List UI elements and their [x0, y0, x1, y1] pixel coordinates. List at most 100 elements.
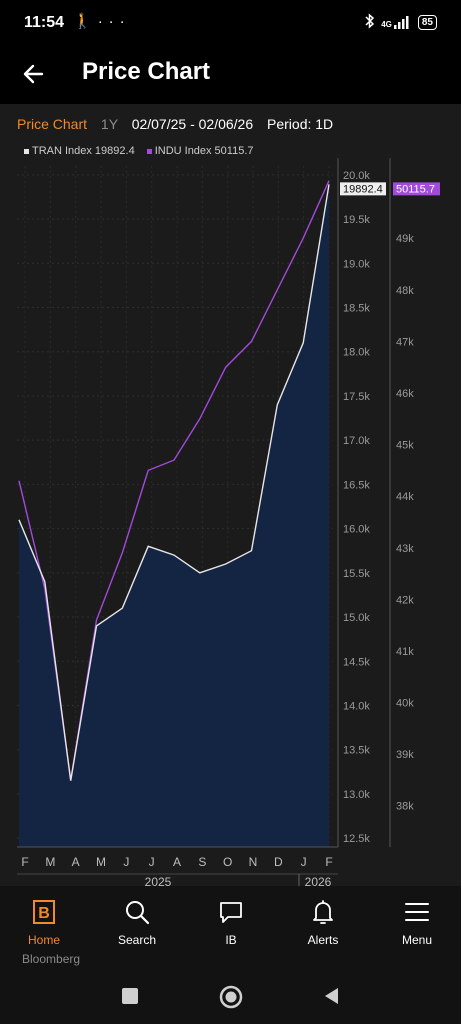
- tab-ib-label: IB: [225, 933, 237, 947]
- right-axis-tick: 43k: [396, 543, 414, 555]
- x-axis-month-label: D: [274, 855, 283, 869]
- x-axis-month-label: J: [123, 855, 129, 869]
- right-axis-tick: 38k: [396, 801, 414, 813]
- network-label: 4G: [381, 20, 392, 29]
- legend-tran: TRAN Index 19892.4: [24, 145, 135, 157]
- tab-home-label: Home: [27, 933, 60, 947]
- range-selector[interactable]: 1Y: [100, 116, 118, 132]
- left-axis-tick: 18.5k: [343, 303, 370, 315]
- right-axis-tick: 42k: [396, 594, 414, 606]
- price-chart-plot[interactable]: 20.0k 19.5k 19.0k 18.5k 18.0k 17.5k 17.0k 16.5k…: [0, 104, 461, 886]
- bloomberg-b-icon: B: [33, 900, 55, 924]
- status-bar: 11:54 🚶··· 4G 85: [0, 0, 461, 44]
- x-axis-month-label: O: [223, 855, 232, 869]
- back-button[interactable]: [16, 56, 52, 92]
- x-axis-month-label: S: [198, 855, 206, 869]
- legend-indu: INDU Index 50115.7: [146, 145, 254, 157]
- back-nav-button[interactable]: [320, 984, 344, 1008]
- chart-panel[interactable]: Price Chart 1Y 02/07/25 - 02/06/26 Perio…: [0, 104, 461, 886]
- right-axis-tick: 46k: [396, 388, 414, 400]
- recents-square-icon: [122, 988, 138, 1004]
- left-axis-tick: 16.0k: [343, 524, 370, 536]
- signal-4g-icon: 4G: [381, 15, 412, 29]
- left-axis-tick: 14.5k: [343, 656, 370, 668]
- back-arrow-icon: [23, 64, 44, 84]
- right-axis-tick: 39k: [396, 749, 414, 761]
- home-nav-button[interactable]: [218, 984, 243, 1009]
- right-axis-tick: 40k: [396, 698, 414, 710]
- left-axis-tick: 17.0k: [343, 435, 370, 447]
- left-axis-tick: 15.5k: [343, 568, 370, 580]
- right-axis-tick: 45k: [396, 440, 414, 452]
- chart-header-title[interactable]: Price Chart: [17, 116, 88, 132]
- x-axis-month-label: A: [72, 855, 80, 869]
- x-axis-month-label: M: [45, 855, 55, 869]
- left-axis-tick: 13.5k: [343, 745, 370, 757]
- more-dots-icon: ···: [97, 13, 131, 30]
- tran-line: [18, 184, 330, 781]
- left-axis-tick: 14.0k: [343, 700, 370, 712]
- legend-indu-name: INDU Index: [154, 145, 212, 157]
- tab-menu[interactable]: Menu: [377, 898, 457, 947]
- brand-label: Bloomberg: [22, 952, 81, 966]
- left-axis-tick: 20.0k: [343, 170, 370, 182]
- left-axis-tick: 19.5k: [343, 214, 370, 226]
- tab-search[interactable]: Search: [97, 898, 177, 947]
- left-axis-tick: 13.0k: [343, 789, 370, 801]
- tab-search-label: Search: [117, 933, 157, 947]
- bell-icon: [313, 900, 333, 924]
- tab-alerts[interactable]: Alerts: [283, 898, 363, 947]
- bluetooth-icon: [365, 12, 375, 32]
- x-axis-month-label: J: [149, 855, 155, 869]
- chat-icon: [220, 902, 242, 923]
- right-axis-tick: 48k: [396, 285, 414, 297]
- right-axis-tick: 49k: [396, 233, 414, 245]
- home-circle-icon: [219, 985, 243, 1009]
- menu-icon: [405, 903, 429, 921]
- walking-icon: 🚶: [73, 13, 98, 30]
- tab-alerts-label: Alerts: [307, 933, 339, 947]
- page-title: Price Chart: [82, 58, 211, 85]
- x-axis-month-label: A: [173, 855, 181, 869]
- left-axis-tick: 16.5k: [343, 479, 370, 491]
- chart-legend: TRAN Index 19892.4 INDU Index 50115.7: [24, 145, 254, 157]
- tran-last-value-badge: [340, 182, 386, 196]
- tran-area: [19, 184, 329, 847]
- tab-ib[interactable]: IB: [191, 898, 271, 947]
- x-axis-month-label: J: [301, 855, 307, 869]
- status-time: 11:54: [24, 14, 65, 31]
- legend-indu-value: 50115.7: [214, 145, 254, 157]
- indu-last-value-badge: [393, 182, 440, 196]
- recents-button[interactable]: [118, 984, 142, 1008]
- chart-header: Price Chart 1Y 02/07/25 - 02/06/26 Perio…: [17, 116, 333, 132]
- tab-bar: B Home Search IB Alerts: [0, 886, 461, 966]
- tab-home[interactable]: B Home: [4, 898, 84, 947]
- battery-indicator: 85: [417, 14, 437, 30]
- system-nav-bar: [0, 966, 461, 1024]
- legend-tran-value: 19892.4: [94, 145, 135, 157]
- app-bar: Price Chart: [0, 44, 461, 104]
- status-right: 4G 85: [365, 12, 437, 32]
- date-range[interactable]: 02/07/25 - 02/06/26: [131, 116, 254, 132]
- x-axis-month-label: F: [21, 855, 28, 869]
- period-selector[interactable]: Period: 1D: [267, 116, 334, 132]
- left-axis-tick: 15.0k: [343, 612, 370, 624]
- year-label-2025: 2025: [145, 875, 172, 886]
- x-axis-month-label: M: [96, 855, 106, 869]
- left-axis-tick: 18.0k: [343, 347, 370, 359]
- x-axis-month-label: N: [249, 855, 258, 869]
- year-label-2026: 2026: [305, 875, 332, 886]
- left-axis-tick: 12.5k: [343, 833, 370, 845]
- status-left-icons: 🚶···: [73, 12, 131, 30]
- left-axis-tick: 17.5k: [343, 391, 370, 403]
- back-triangle-icon: [325, 988, 338, 1004]
- search-icon: [126, 901, 150, 925]
- indu-last-value: 50115.7: [396, 183, 435, 195]
- left-axis-tick: 19.0k: [343, 258, 370, 270]
- tab-menu-label: Menu: [401, 933, 433, 947]
- right-axis-tick: 44k: [396, 491, 414, 503]
- legend-tran-name: TRAN Index: [32, 145, 92, 157]
- right-axis-tick: 47k: [396, 336, 414, 348]
- x-axis-month-label: F: [325, 855, 332, 869]
- right-axis-tick: 41k: [396, 646, 414, 658]
